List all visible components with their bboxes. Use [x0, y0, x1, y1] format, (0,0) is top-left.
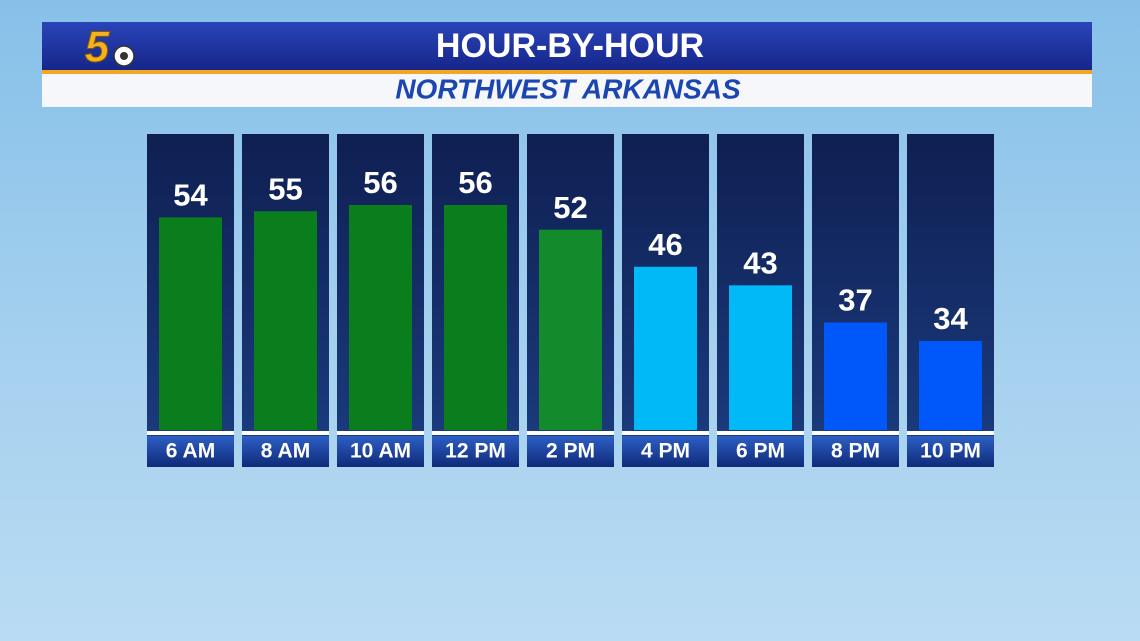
- label-box: [527, 436, 614, 467]
- value-label: 34: [933, 301, 968, 336]
- label-divider: [622, 431, 709, 435]
- label-divider: [337, 431, 424, 435]
- label-divider: [527, 431, 614, 435]
- x-tick-label: 6 PM: [736, 440, 785, 463]
- chart-subtitle: NORTHWEST ARKANSAS: [395, 73, 741, 104]
- label-divider: [717, 431, 804, 435]
- label-divider: [432, 431, 519, 435]
- bar: [634, 266, 697, 430]
- value-label: 37: [838, 283, 872, 318]
- value-label: 56: [363, 165, 397, 200]
- label-divider: [812, 431, 899, 435]
- label-box: [812, 436, 899, 467]
- value-label: 46: [648, 227, 682, 262]
- title-bar: [42, 22, 1092, 70]
- label-divider: [147, 431, 234, 435]
- label-box: [337, 436, 424, 467]
- label-box: [717, 436, 804, 467]
- value-label: 55: [268, 171, 302, 206]
- bar: [444, 205, 507, 430]
- bar: [539, 229, 602, 430]
- value-label: 54: [173, 178, 208, 213]
- bar: [919, 340, 982, 430]
- x-tick-label: 2 PM: [546, 440, 595, 463]
- value-label: 56: [458, 165, 492, 200]
- x-tick-label: 8 AM: [261, 440, 310, 463]
- bar: [254, 211, 317, 430]
- label-divider: [907, 431, 994, 435]
- subtitle-bar: [42, 74, 1092, 107]
- bar: [349, 205, 412, 430]
- x-tick-label: 4 PM: [641, 440, 690, 463]
- chart-title: HOUR-BY-HOUR: [436, 27, 704, 65]
- label-box: [242, 436, 329, 467]
- bar: [159, 217, 222, 430]
- x-tick-label: 10 PM: [920, 440, 981, 463]
- x-tick-label: 6 AM: [166, 440, 215, 463]
- logo: 5: [85, 23, 110, 72]
- value-label: 43: [743, 246, 777, 281]
- x-tick-label: 10 AM: [350, 440, 411, 463]
- label-box: [147, 436, 234, 467]
- label-box: [622, 436, 709, 467]
- bar: [729, 285, 792, 430]
- label-box: [432, 436, 519, 467]
- label-box: [907, 436, 994, 467]
- value-label: 52: [553, 190, 587, 225]
- bar: [824, 322, 887, 430]
- title-stripe: [42, 70, 1092, 74]
- label-divider: [242, 431, 329, 435]
- x-tick-label: 12 PM: [445, 440, 506, 463]
- logo-pupil: [120, 52, 128, 60]
- x-tick-label: 8 PM: [831, 440, 880, 463]
